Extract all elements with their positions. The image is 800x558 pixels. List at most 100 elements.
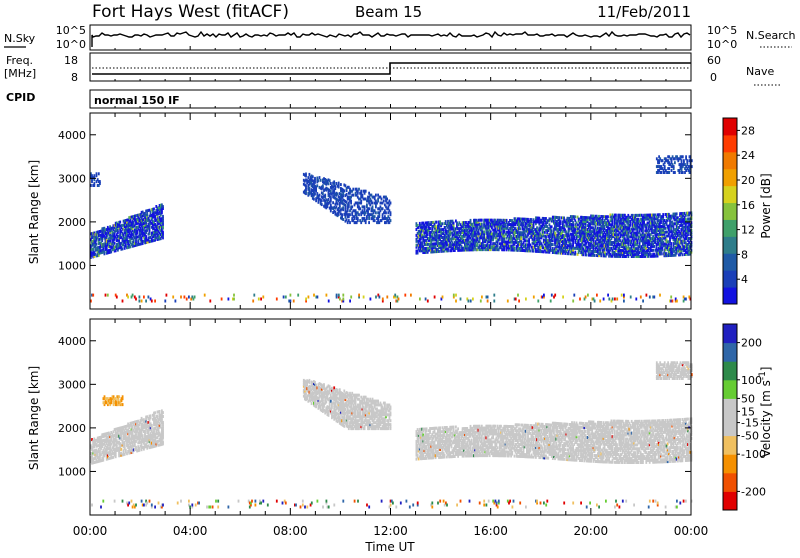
echo-cell xyxy=(379,296,381,299)
echo-cell xyxy=(316,184,318,187)
nsky-tick-bottom: 10^0 xyxy=(56,38,86,51)
echo-cell xyxy=(338,182,340,185)
echo-cell xyxy=(668,167,670,170)
echo-cell xyxy=(166,294,168,297)
echo-cell xyxy=(515,298,517,301)
echo-cell xyxy=(642,300,644,303)
echo-cell xyxy=(480,300,482,303)
power-ylabel: Slant Range [km] xyxy=(27,160,41,264)
echo-cell xyxy=(330,190,332,193)
echo-cell xyxy=(172,296,174,299)
echo-cell xyxy=(460,298,462,301)
nsearch-tick-top: 10^5 xyxy=(707,24,737,37)
echo-cell xyxy=(352,194,354,197)
echo-cell xyxy=(314,177,316,180)
echo-cell xyxy=(419,298,421,301)
echo-cell xyxy=(573,294,575,297)
echo-cell xyxy=(349,213,351,216)
velocity-bg xyxy=(90,319,691,515)
echo-cell xyxy=(313,294,315,297)
echo-cell xyxy=(394,294,396,297)
echo-cell xyxy=(346,218,348,221)
echo-cell xyxy=(180,296,182,299)
echo-cell xyxy=(122,300,124,303)
echo-cell xyxy=(481,223,483,226)
echo-cell xyxy=(153,208,155,211)
freq-trace xyxy=(92,63,691,74)
echo-cell xyxy=(328,300,330,303)
echo-cell xyxy=(186,298,188,301)
echo-cell xyxy=(563,224,565,227)
echo-cell xyxy=(537,300,539,303)
echo-cell xyxy=(350,200,352,203)
echo-cell xyxy=(332,201,334,204)
echo-cell xyxy=(594,300,596,303)
echo-cell xyxy=(382,207,384,210)
echo-cell xyxy=(483,230,485,233)
echo-cell xyxy=(427,300,429,303)
echo-cell xyxy=(328,182,330,185)
echo-cell xyxy=(562,296,564,299)
nave-label: Nave xyxy=(746,65,774,78)
echo-cell xyxy=(599,300,601,303)
echo-cell xyxy=(375,296,377,299)
echo-cell xyxy=(139,296,141,299)
echo-cell xyxy=(143,296,145,299)
echo-cell xyxy=(285,296,287,299)
echo-cell xyxy=(381,198,383,201)
echo-cell xyxy=(316,177,318,180)
echo-cell xyxy=(670,242,672,245)
echo-cell xyxy=(559,216,561,219)
power-colorbar-swatch xyxy=(723,287,737,304)
echo-cell xyxy=(385,211,387,214)
freq-unit-label: [MHz] xyxy=(4,67,36,80)
echo-cell xyxy=(518,300,520,303)
echo-cell xyxy=(572,221,574,224)
echo-cell xyxy=(98,172,100,175)
power-colorbar-swatch xyxy=(723,270,737,287)
echo-cell xyxy=(390,211,392,214)
echo-cell xyxy=(468,300,470,303)
echo-cell xyxy=(345,204,347,207)
echo-cell xyxy=(253,294,255,297)
echo-cell xyxy=(337,193,339,196)
echo-cell xyxy=(362,194,364,197)
echo-cell xyxy=(342,206,344,209)
echo-cell xyxy=(572,300,574,303)
echo-cell xyxy=(350,296,352,299)
echo-cell xyxy=(543,294,545,297)
freq-tick-top: 18 xyxy=(64,54,78,67)
echo-cell xyxy=(649,296,651,299)
echo-cell xyxy=(615,214,617,217)
echo-cell xyxy=(305,184,307,187)
echo-cell xyxy=(252,300,254,303)
echo-cell xyxy=(682,155,684,158)
echo-cell xyxy=(453,222,455,225)
power-colorbar-swatch xyxy=(723,219,737,236)
echo-cell xyxy=(345,184,347,187)
nave-tick-bottom: 0 xyxy=(710,71,717,84)
echo-cell xyxy=(382,298,384,301)
echo-cell xyxy=(351,205,353,208)
echo-cell xyxy=(481,219,483,222)
echo-cell xyxy=(550,300,552,303)
echo-cell xyxy=(162,205,164,208)
echo-cell xyxy=(316,192,318,195)
echo-cell xyxy=(470,219,472,222)
echo-cell xyxy=(685,155,687,158)
echo-cell xyxy=(372,205,374,208)
echo-cell xyxy=(683,159,685,162)
echo-cell xyxy=(383,200,385,203)
echo-cell xyxy=(321,199,323,202)
echo-cell xyxy=(209,300,211,303)
echo-cell xyxy=(184,296,186,299)
echo-cell xyxy=(114,242,116,245)
echo-cell xyxy=(228,298,230,301)
echo-cell xyxy=(551,229,553,232)
echo-cell xyxy=(623,300,625,303)
echo-cell xyxy=(340,183,342,186)
echo-cell xyxy=(652,249,654,252)
